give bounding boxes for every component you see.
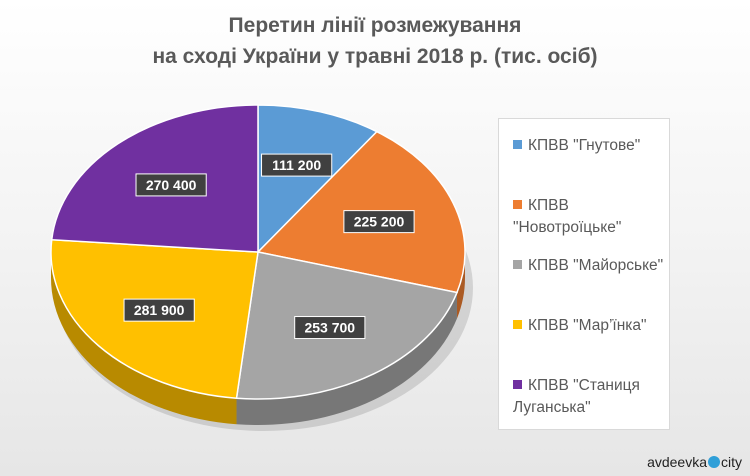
data-label-4: 270 400 xyxy=(135,173,207,197)
chart-legend: КПВВ "Гнутове" КПВВ "Новотроїцьке" КПВВ … xyxy=(498,118,670,430)
data-label-box xyxy=(294,316,366,340)
data-label-box xyxy=(135,173,207,197)
legend-swatch xyxy=(513,320,522,329)
data-label-box xyxy=(123,298,195,322)
pie-side-1 xyxy=(456,252,465,319)
chart-title-line-1: Перетин лінії розмежування xyxy=(228,14,522,37)
pie-side-2 xyxy=(236,292,457,426)
data-label-3: 281 900 xyxy=(123,298,195,322)
pie-slice-0 xyxy=(257,104,379,254)
site-watermark: avdeevka city xyxy=(647,454,742,470)
legend-swatch xyxy=(513,380,522,389)
data-label-text: 253 700 xyxy=(304,320,355,336)
legend-swatch xyxy=(513,260,522,269)
chart-title: Перетин лінії розмежування на сході Укра… xyxy=(0,10,750,72)
data-label-text: 281 900 xyxy=(134,302,185,318)
data-label-2: 253 700 xyxy=(294,316,366,340)
legend-item-hnutove: КПВВ "Гнутове" xyxy=(513,135,673,157)
globe-icon xyxy=(708,456,720,468)
legend-swatch xyxy=(513,140,522,149)
data-label-text: 111 200 xyxy=(272,157,321,173)
data-label-text: 225 200 xyxy=(354,214,405,230)
legend-swatch xyxy=(513,200,522,209)
data-label-0: 111 200 xyxy=(261,153,333,177)
data-label-1: 225 200 xyxy=(343,210,415,234)
data-label-box xyxy=(261,153,333,177)
pie-side-3 xyxy=(51,252,237,425)
data-label-text: 270 400 xyxy=(146,177,197,193)
legend-item-maiorske: КПВВ "Майорське" xyxy=(513,255,673,277)
data-label-box xyxy=(343,210,415,234)
legend-item-novotroitske: КПВВ "Новотроїцьке" xyxy=(513,197,622,236)
legend-item-stanytsia-luhanska: КПВВ "Станиця Луганська" xyxy=(513,377,640,416)
legend-item-marinka: КПВВ "Мар’їнка" xyxy=(513,315,673,337)
chart-title-line-2: на сході України у травні 2018 р. (тис. … xyxy=(152,45,598,68)
